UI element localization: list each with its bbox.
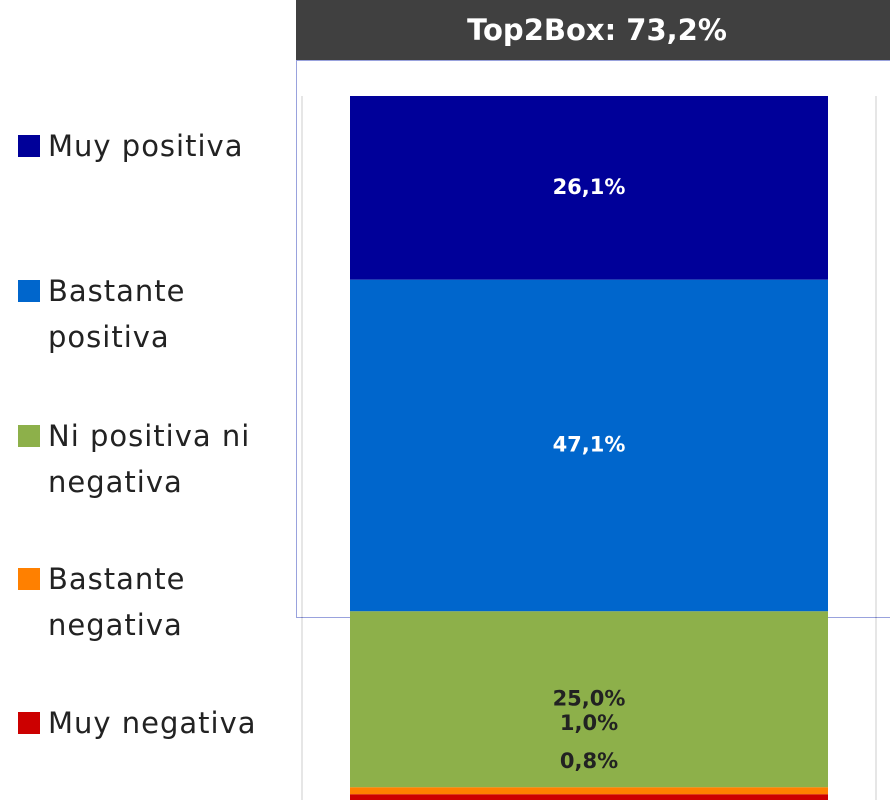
legend-item: Muy positiva <box>18 123 278 169</box>
bar-segment <box>350 279 828 612</box>
legend-item: Bastante positiva <box>18 268 278 360</box>
chart-title: Top2Box: 73,2% <box>467 13 727 47</box>
legend-label: Ni positiva ni negativa <box>48 419 251 499</box>
data-label: 47,1% <box>553 433 626 457</box>
bar-segment <box>350 611 828 788</box>
legend-item: Ni positiva ni negativa <box>18 413 278 505</box>
data-label: 0,8% <box>560 749 618 773</box>
bar-segment <box>350 787 828 795</box>
legend-label: Bastante positiva <box>48 274 186 354</box>
bar-segment <box>350 96 828 280</box>
legend-item: Bastante negativa <box>18 556 278 648</box>
bar-segment <box>350 794 828 800</box>
legend-swatch <box>18 135 40 157</box>
legend-label: Muy negativa <box>48 706 257 740</box>
title-bar <box>296 0 890 60</box>
legend-swatch <box>18 712 40 734</box>
data-label: 26,1% <box>553 175 626 199</box>
legend-label: Bastante negativa <box>48 562 186 642</box>
data-label: 25,0% <box>553 686 626 710</box>
legend-label: Muy positiva <box>48 129 244 163</box>
legend-item: Muy negativa <box>18 700 278 746</box>
data-label: 1,0% <box>560 711 618 735</box>
legend-swatch <box>18 280 40 302</box>
legend-swatch <box>18 568 40 590</box>
legend-swatch <box>18 425 40 447</box>
